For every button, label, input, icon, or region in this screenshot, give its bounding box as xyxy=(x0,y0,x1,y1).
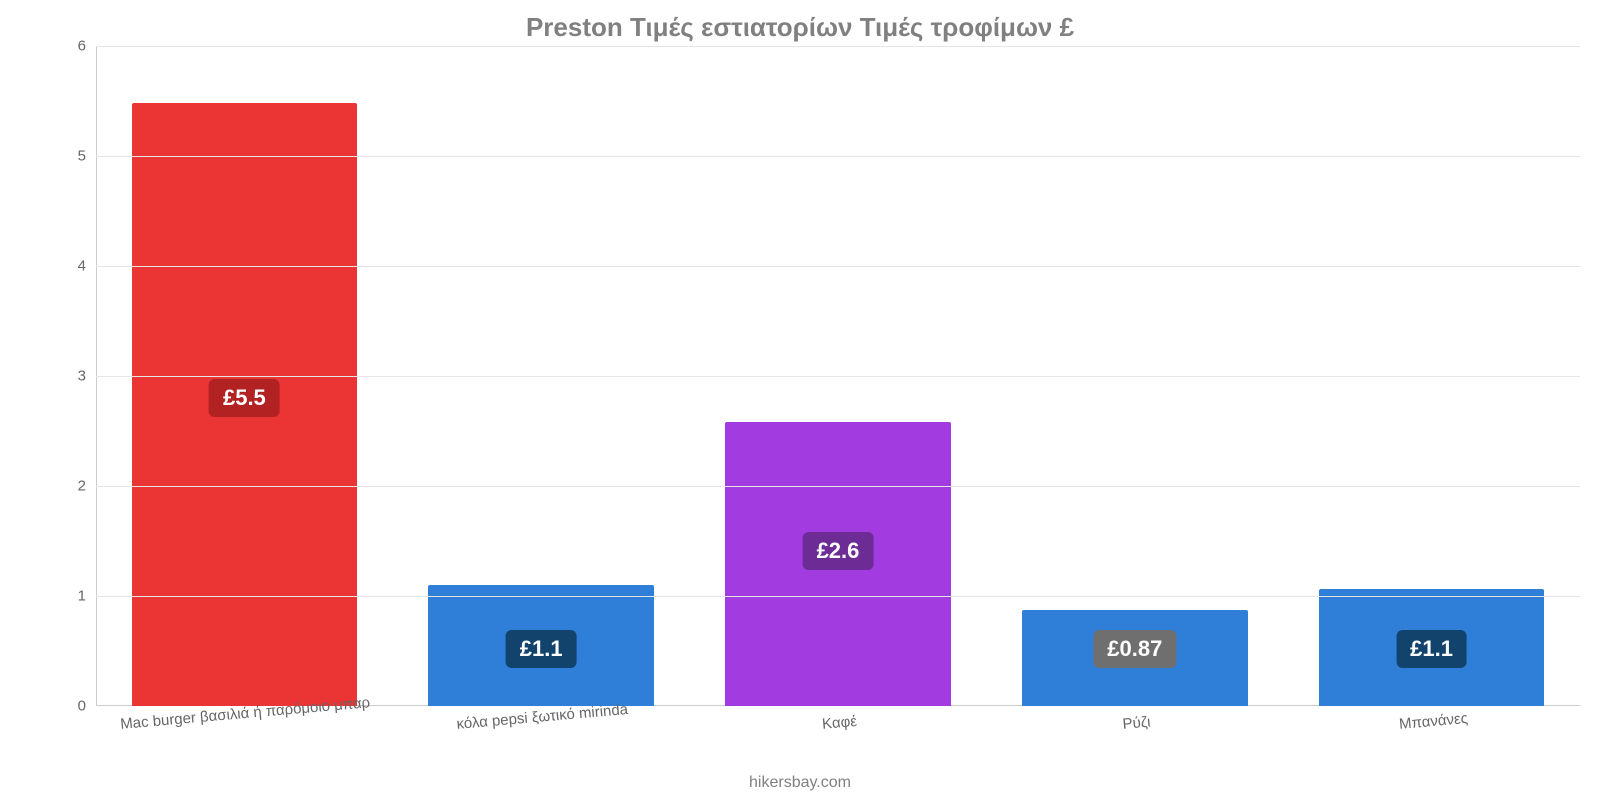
value-badge: £2.6 xyxy=(803,532,874,570)
price-bar-chart: Preston Τιμές εστιατορίων Τιμές τροφίμων… xyxy=(0,0,1600,800)
chart-title: Preston Τιμές εστιατορίων Τιμές τροφίμων… xyxy=(0,0,1600,43)
x-tick-label: Μπανάνες xyxy=(1397,700,1468,733)
y-tick-label: 0 xyxy=(78,698,96,715)
bar: £1.1 xyxy=(1319,589,1545,706)
y-tick-label: 3 xyxy=(78,368,96,385)
y-tick-label: 2 xyxy=(78,478,96,495)
value-badge: £1.1 xyxy=(506,630,577,668)
y-tick-label: 5 xyxy=(78,148,96,165)
value-badge: £5.5 xyxy=(209,379,280,417)
y-tick-label: 4 xyxy=(78,258,96,275)
gridline xyxy=(96,266,1580,267)
gridline xyxy=(96,46,1580,47)
x-tick-label: Καφέ xyxy=(821,703,858,733)
bar: £5.5 xyxy=(132,103,358,706)
gridline xyxy=(96,156,1580,157)
gridline xyxy=(96,486,1580,487)
plot-area: £5.5Mac burger βασιλιά ή παρόμοιο μπαρ£1… xyxy=(96,46,1580,706)
value-badge: £1.1 xyxy=(1396,630,1467,668)
value-badge: £0.87 xyxy=(1093,630,1176,668)
attribution-text: hikersbay.com xyxy=(749,774,851,792)
x-tick-label: Ρύζι xyxy=(1121,704,1151,733)
gridline xyxy=(96,376,1580,377)
y-tick-label: 6 xyxy=(78,38,96,55)
y-tick-label: 1 xyxy=(78,588,96,605)
bar: £2.6 xyxy=(725,422,951,706)
gridline xyxy=(96,596,1580,597)
bar: £0.87 xyxy=(1022,610,1248,706)
bar: £1.1 xyxy=(428,585,654,706)
